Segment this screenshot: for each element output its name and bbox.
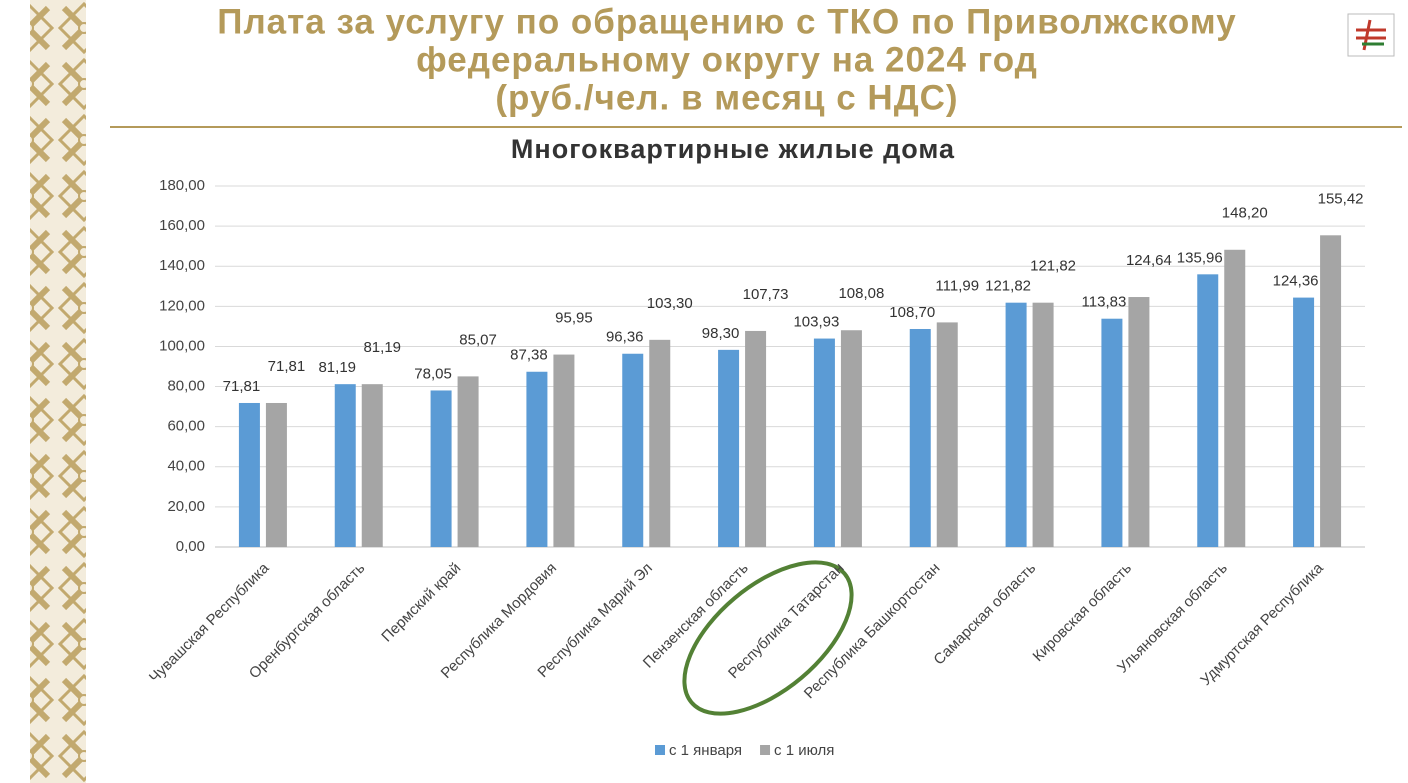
slide-title: федеральному округу на 2024 год [416,40,1038,79]
y-tick-label: 0,00 [176,538,205,555]
bar [1005,302,1027,547]
logo [1347,13,1395,57]
value-label: 124,36 [1273,273,1319,290]
value-label: 155,42 [1318,190,1364,207]
value-label: 81,19 [318,359,356,376]
bar [334,384,356,547]
value-label: 98,30 [702,325,740,342]
legend-swatch [760,745,771,755]
value-label: 71,81 [223,378,261,395]
bar [526,371,548,547]
y-tick-label: 40,00 [167,458,205,475]
bar [1032,302,1054,547]
x-tick-label: Кировская область [1030,559,1136,665]
y-tick-label: 20,00 [167,498,205,515]
x-tick-label: Самарская область [930,559,1039,668]
bar [238,402,260,547]
bar [361,384,383,547]
bar [649,339,671,547]
bar [909,328,931,547]
bar [745,330,767,547]
x-tick-label: Пермский край [378,560,464,646]
x-tick-label: Пензенская область [640,559,752,671]
y-tick-label: 140,00 [159,257,205,274]
bar [813,338,835,547]
bar [1128,297,1150,547]
value-label: 121,82 [1030,258,1076,275]
bar [718,349,740,547]
value-label: 78,05 [414,365,452,382]
bar [457,376,479,547]
value-label: 71,81 [268,358,306,375]
y-tick-label: 120,00 [159,297,205,314]
y-tick-label: 160,00 [159,217,205,234]
legend-label: с 1 июля [774,742,834,759]
slide-title: Плата за услугу по обращению с ТКО по Пр… [217,2,1236,41]
value-label: 113,83 [1082,294,1127,311]
ornament-border [30,0,86,783]
bar [622,353,644,547]
y-tick-label: 180,00 [159,177,205,194]
legend-swatch [655,745,665,755]
bar [430,390,452,547]
legend-label: с 1 января [669,742,742,759]
y-tick-label: 80,00 [167,378,205,395]
value-label: 81,19 [363,339,401,356]
value-label: 124,64 [1126,252,1172,269]
value-label: 103,93 [793,314,839,331]
highlight-ellipse [682,560,854,716]
value-label: 111,99 [935,277,979,294]
bar [1224,249,1246,547]
value-label: 96,36 [606,329,644,346]
bar [553,354,575,547]
value-label: 121,82 [985,278,1031,295]
value-label: 108,70 [889,304,935,321]
x-tick-label: Ульяновская область [1114,559,1231,676]
bar [936,322,958,547]
bar [840,330,862,547]
value-label: 87,38 [510,347,548,364]
value-label: 107,73 [743,286,789,303]
bar [1320,235,1342,547]
value-label: 85,07 [459,331,497,348]
bar [1197,274,1219,547]
slide-title: (руб./чел. в месяц с НДС) [495,78,958,117]
value-label: 135,96 [1177,249,1223,266]
bar [1101,318,1123,547]
value-label: 148,20 [1222,205,1268,222]
bar [1293,297,1315,547]
value-label: 108,08 [838,285,884,302]
y-tick-label: 100,00 [159,337,205,354]
y-tick-label: 60,00 [167,418,205,435]
bar [265,402,287,547]
chart-title: Многоквартирные жилые дома [511,134,955,164]
value-label: 103,30 [647,295,693,312]
value-label: 95,95 [555,310,593,327]
